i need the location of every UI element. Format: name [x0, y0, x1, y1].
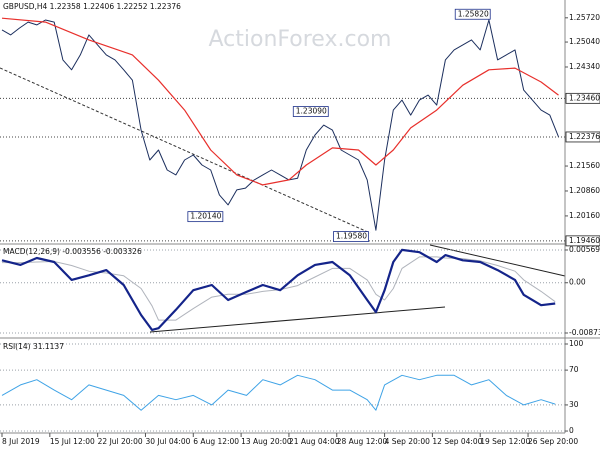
- annotation-label: 1.19580: [336, 232, 367, 241]
- y-tick-label: 1.24340: [569, 62, 600, 71]
- annotation-box: [292, 106, 329, 117]
- x-tick-label: 4 Sep 20:00: [385, 437, 431, 446]
- annotation-box: [187, 211, 224, 223]
- y-tick-label: 0.00: [569, 278, 586, 287]
- y-tick-label: 70: [569, 365, 579, 374]
- x-tick-label: 28 Aug 12:00: [337, 437, 388, 446]
- y-tick-label: 1.20860: [569, 186, 600, 195]
- annotation-label: 1.23090: [296, 107, 327, 116]
- level-label-box: [565, 235, 600, 247]
- y-tick-label: 1.25720: [569, 13, 600, 22]
- series-line: [1, 248, 556, 331]
- y-tick-label: 0.005694: [569, 245, 600, 254]
- x-tick-label: 22 Jul 20:00: [98, 437, 143, 446]
- trend-line: [0, 67, 371, 234]
- level-label: 1.22376: [569, 132, 600, 141]
- y-tick-label: 30: [569, 400, 579, 409]
- level-label-box: [565, 92, 600, 104]
- panel-title: GBPUSD,H4 1.22358 1.22406 1.22252 1.2237…: [3, 2, 181, 11]
- level-label: 1.23460: [569, 93, 600, 102]
- x-tick-label: 19 Sep 12:00: [480, 437, 530, 446]
- x-tick-label: 30 Jul 04:00: [145, 437, 190, 446]
- y-tick-label: 1.21560: [569, 161, 600, 170]
- watermark: ActionForex.com: [209, 27, 392, 52]
- x-tick-label: 8 Jul 2019: [2, 437, 40, 446]
- y-tick-label: -0.008737: [569, 328, 600, 337]
- y-tick-label: 1.20160: [569, 211, 600, 220]
- trend-line: [149, 306, 446, 333]
- annotation-box: [454, 8, 491, 20]
- y-tick-label: 0: [569, 426, 574, 435]
- x-tick-label: 12 Sep 04:00: [432, 437, 482, 446]
- x-tick-label: 26 Sep 20:00: [528, 437, 578, 446]
- level-label: 1.19460: [569, 236, 600, 245]
- x-tick-label: 6 Aug 12:00: [193, 437, 239, 446]
- annotation-label: 1.25820: [458, 9, 489, 18]
- panel-title: MACD(12,26,9) -0.003556 -0.003326: [3, 247, 142, 256]
- level-label-box: [565, 131, 600, 143]
- series-line: [1, 374, 556, 411]
- annotation-label: 1.20140: [190, 212, 221, 221]
- x-tick-label: 21 Aug 04:00: [289, 437, 340, 446]
- trend-line: [429, 244, 566, 277]
- annotation-box: [333, 231, 369, 242]
- y-tick-label: 100: [569, 339, 584, 348]
- series-line: [2, 256, 556, 321]
- x-tick-label: 15 Jul 12:00: [50, 437, 95, 446]
- y-tick-label: 1.25040: [569, 37, 600, 46]
- panel-title: RSI(14) 31.1137: [3, 342, 64, 351]
- x-tick-label: 13 Aug 20:00: [241, 437, 292, 446]
- series-line: [1, 17, 559, 186]
